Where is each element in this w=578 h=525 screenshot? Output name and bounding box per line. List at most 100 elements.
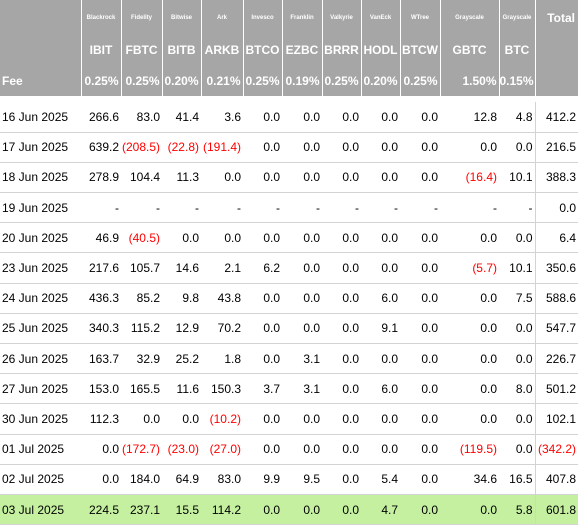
row-total: 547.7 bbox=[534, 313, 578, 345]
flow-value: 0.0 bbox=[322, 102, 361, 133]
table-row: 18 Jun 2025 278.9 104.4 11.3 0.0 0.0 0.0 0.0 0.0… bbox=[0, 162, 578, 194]
provider-name: Blackrock bbox=[81, 0, 122, 35]
flow-value: 10.1 bbox=[499, 162, 535, 194]
flow-value: 0.0 bbox=[322, 252, 361, 284]
row-date: 01 Jul 2025 bbox=[0, 434, 81, 465]
flow-value: 0.0 bbox=[400, 494, 440, 525]
flow-value: 0.0 bbox=[282, 162, 322, 194]
flow-value: 150.3 bbox=[201, 373, 243, 405]
flow-value: 34.6 bbox=[440, 464, 499, 495]
table-row: 01 Jul 2025 0.0 (172.7) (23.0) (27.0) 0.0 0.0 0… bbox=[0, 434, 578, 465]
ticker-label: BTC bbox=[499, 35, 536, 65]
row-date: 03 Jul 2025 bbox=[0, 494, 81, 525]
flow-value: 0.0 bbox=[243, 313, 282, 345]
flow-value: 105.7 bbox=[121, 252, 162, 284]
flow-value: 15.5 bbox=[162, 494, 201, 525]
flow-value: 0.0 bbox=[400, 403, 440, 435]
corner-cell bbox=[0, 35, 82, 65]
row-total: 388.3 bbox=[534, 162, 578, 194]
flow-value: - bbox=[201, 192, 243, 224]
row-total: (342.2) bbox=[534, 434, 578, 465]
flow-value: 0.0 bbox=[322, 222, 361, 254]
flow-value: 0.0 bbox=[400, 162, 440, 194]
flow-value: 0.0 bbox=[322, 283, 361, 314]
flow-value: 0.0 bbox=[243, 132, 282, 163]
row-total: 102.1 bbox=[534, 403, 578, 435]
flow-value: 0.0 bbox=[322, 132, 361, 163]
fee-value: 0.25% bbox=[322, 65, 362, 96]
table-row: 30 Jun 2025 112.3 0.0 0.0 (10.2) 0.0 0.0 0.0 0.0… bbox=[0, 403, 578, 435]
ticker-label: FBTC bbox=[121, 35, 163, 65]
flow-value: 165.5 bbox=[121, 373, 162, 405]
flow-value: (23.0) bbox=[162, 434, 201, 465]
flow-value: 0.0 bbox=[282, 313, 322, 345]
flow-value: 0.0 bbox=[282, 132, 322, 163]
flow-value: 639.2 bbox=[81, 132, 121, 163]
flow-value: 0.0 bbox=[440, 494, 499, 525]
ticker-label: BITB bbox=[162, 35, 202, 65]
flow-value: 0.0 bbox=[400, 132, 440, 163]
flow-value: 0.0 bbox=[499, 132, 535, 163]
flow-value: 3.6 bbox=[201, 102, 243, 133]
flow-value: 0.0 bbox=[400, 283, 440, 314]
flow-value: 2.1 bbox=[201, 252, 243, 284]
row-date: 24 Jun 2025 bbox=[0, 283, 81, 314]
fee-row: Fee 0.25% 0.25% 0.20% 0.21% 0.25% 0.19% 0.25% 0… bbox=[0, 65, 578, 96]
ticker-label: BRRR bbox=[322, 35, 362, 65]
row-total: 0.0 bbox=[534, 192, 578, 224]
flow-value: - bbox=[282, 192, 322, 224]
flow-value: - bbox=[243, 192, 282, 224]
table-row: 02 Jul 2025 0.0 184.0 64.9 83.0 9.9 9.5 0.0 5.4 0… bbox=[0, 464, 578, 495]
flow-value: 0.0 bbox=[201, 222, 243, 254]
flow-value: 114.2 bbox=[201, 494, 243, 525]
row-date: 26 Jun 2025 bbox=[0, 343, 81, 375]
provider-name: Franklin bbox=[282, 0, 323, 35]
flow-value: 83.0 bbox=[121, 102, 162, 133]
provider-name: Grayscale bbox=[499, 0, 536, 35]
flow-value: 436.3 bbox=[81, 283, 121, 314]
ticker-label: IBIT bbox=[81, 35, 122, 65]
flow-value: 0.0 bbox=[243, 222, 282, 254]
row-total: 226.7 bbox=[534, 343, 578, 375]
flow-value: 0.0 bbox=[201, 162, 243, 194]
flow-value: 0.0 bbox=[400, 343, 440, 375]
flow-value: 16.5 bbox=[499, 464, 535, 495]
flow-value: 8.0 bbox=[499, 373, 535, 405]
flow-value: 104.4 bbox=[121, 162, 162, 194]
flow-value: 3.1 bbox=[282, 343, 322, 375]
row-date: 17 Jun 2025 bbox=[0, 132, 81, 163]
flow-value: - bbox=[400, 192, 440, 224]
flow-value: 0.0 bbox=[322, 373, 361, 405]
provider-name: VanEck bbox=[361, 0, 401, 35]
flow-value: 0.0 bbox=[243, 102, 282, 133]
flow-value: 0.0 bbox=[400, 222, 440, 254]
flow-value: 0.0 bbox=[282, 222, 322, 254]
flow-value: 0.0 bbox=[322, 464, 361, 495]
table-row: 25 Jun 2025 340.3 115.2 12.9 70.2 0.0 0.0 0.0 9.… bbox=[0, 313, 578, 345]
row-total: 6.4 bbox=[534, 222, 578, 254]
flow-value: 0.0 bbox=[400, 252, 440, 284]
flow-value: 266.6 bbox=[81, 102, 121, 133]
flow-value: 6.0 bbox=[361, 283, 400, 314]
flow-value: 0.0 bbox=[282, 494, 322, 525]
fee-value: 0.21% bbox=[201, 65, 244, 96]
table-row: 17 Jun 2025 639.2 (208.5) (22.8) (191.4) 0.0 0… bbox=[0, 132, 578, 163]
fee-label: Fee bbox=[0, 65, 82, 96]
ticker-header-row: IBIT FBTC BITB ARKB BTCO EZBC BRRR HODL BTCW GBTC… bbox=[0, 35, 578, 65]
table-row: 03 Jul 2025 224.5 237.1 15.5 114.2 0.0 0.0 0.0 4… bbox=[0, 494, 578, 525]
flow-value: 32.9 bbox=[121, 343, 162, 375]
flow-value: 0.0 bbox=[400, 102, 440, 133]
flow-value: (27.0) bbox=[201, 434, 243, 465]
flow-value: 0.0 bbox=[121, 403, 162, 435]
flow-value: (172.7) bbox=[121, 434, 162, 465]
fee-value: 0.15% bbox=[499, 65, 536, 96]
flow-value: 0.0 bbox=[322, 434, 361, 465]
flow-value: 85.2 bbox=[121, 283, 162, 314]
fee-value: 0.20% bbox=[162, 65, 202, 96]
row-date: 19 Jun 2025 bbox=[0, 192, 81, 224]
flow-value: 64.9 bbox=[162, 464, 201, 495]
flow-value: 0.0 bbox=[282, 403, 322, 435]
flow-value: 12.9 bbox=[162, 313, 201, 345]
row-total: 588.6 bbox=[534, 283, 578, 314]
flow-value: 3.7 bbox=[243, 373, 282, 405]
